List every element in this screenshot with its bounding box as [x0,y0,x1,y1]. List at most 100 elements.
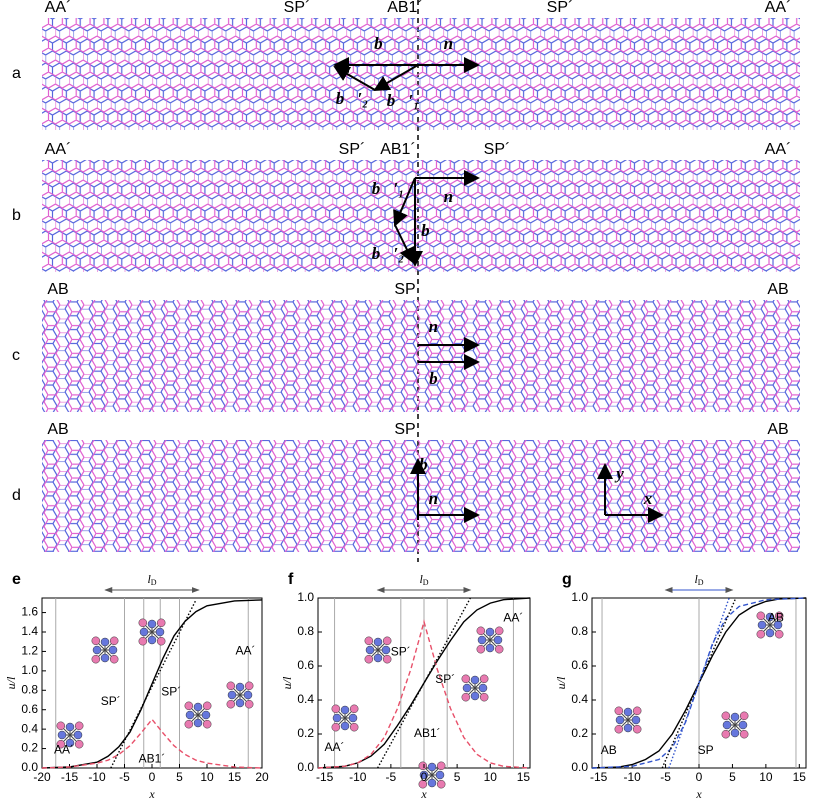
structure-inset [756,611,784,639]
atom [349,704,359,714]
panel-letter: g [562,571,572,588]
atom [494,644,504,654]
x-tick-label: -5 [386,770,397,784]
atom [108,645,118,655]
atom [340,705,350,715]
atom [100,653,110,663]
region-label: SP [394,421,415,438]
atom [427,778,437,788]
atom [738,720,748,730]
atom [138,618,148,628]
vector-label: b⃗ [419,455,441,474]
atom [331,722,341,732]
panel-letter: f [288,571,294,588]
y-tick-label: 0.0 [297,760,314,774]
atom [494,626,504,636]
structure-inset [331,704,359,732]
x-axis-label: x [420,787,427,801]
region-label: AB [767,421,788,438]
atom [91,636,101,646]
x-tick-label: -10 [623,770,641,784]
annotation: AB1´ [414,726,441,740]
x-axis-label: x [148,787,155,801]
x-tick-label: 15 [228,770,242,784]
y-axis-label: u/l [280,676,294,689]
atom [773,620,783,630]
atom [349,722,359,732]
atom [202,719,212,729]
atom [382,654,392,664]
vector-label: b⃗ [374,34,396,53]
y-tick-label: 0.6 [571,658,588,672]
y-tick-label: 0.8 [571,624,588,638]
atom [721,729,731,739]
x-tick-label: -15 [61,770,79,784]
atom [193,718,203,728]
atom [765,628,775,638]
atom [155,627,165,637]
atom [74,739,84,749]
x-tick-label: 0 [696,770,703,784]
panel-letter: b [12,207,21,224]
atom [373,637,383,647]
series-line [317,619,531,769]
atom [436,761,446,771]
y-tick-label: 1.0 [571,590,588,604]
atom [340,721,350,731]
atom [243,690,253,700]
series-line [317,597,531,769]
atom [756,629,766,639]
atom [235,698,245,708]
annotation: AB1´ [139,751,166,765]
structure-inset [418,761,446,789]
series-line [376,597,472,769]
atom [461,692,471,702]
atom [184,701,194,711]
region-label: AA´ [45,0,72,16]
ld-main: l [419,572,423,586]
atom [364,654,374,664]
region-label: AB [767,281,788,298]
region-label: SP´ [484,141,511,158]
atom [202,701,212,711]
atom [614,724,624,734]
atom [100,637,110,647]
region-label: AB [47,421,68,438]
y-tick-label: 0.2 [297,726,314,740]
y-tick-label: 0.4 [21,721,38,735]
y-tick-label: 0.6 [21,702,38,716]
x-axis-label: x [695,787,702,801]
atom [382,636,392,646]
vector-label: y [614,464,624,483]
vector-label: n⃗ [444,34,467,53]
lattice-pink [42,160,800,272]
atom [470,691,480,701]
atom [226,699,236,709]
annotation: SP [698,743,714,757]
panel-letter: e [12,571,21,588]
atom [730,728,740,738]
region-label: SP´ [339,141,366,158]
atom [477,635,487,645]
x-tick-label: 15 [517,770,531,784]
atom [73,730,83,740]
ld-label: lD [147,572,156,587]
x-tick-label: -10 [349,770,367,784]
y-axis-label: u/l [554,676,568,689]
x-tick-label: -5 [660,770,671,784]
structure-inset [138,618,166,646]
structure-inset [614,706,642,734]
atom [614,706,624,716]
atom [479,674,489,684]
atom [485,643,495,653]
series-line [41,718,263,769]
panel-letter: c [12,347,20,364]
atom [373,653,383,663]
atom [479,692,489,702]
atom [427,762,437,772]
atom [332,713,342,723]
atom [436,779,446,789]
atom [739,729,749,739]
vector-arrow [393,177,416,227]
